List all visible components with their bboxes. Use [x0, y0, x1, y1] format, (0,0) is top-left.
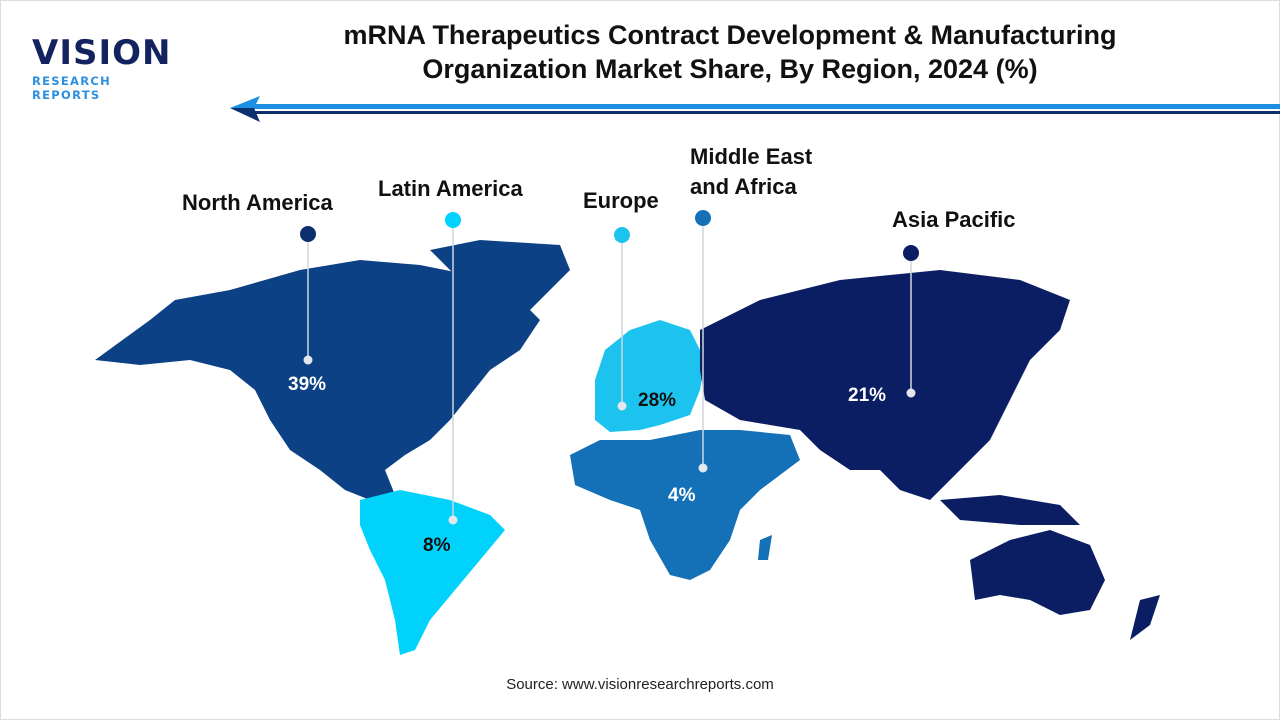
label-latin-america: Latin America: [378, 176, 523, 201]
label-north-america: North America: [182, 190, 333, 215]
arrow-left-icon: [230, 96, 1280, 122]
share-latin-america: 8%: [423, 535, 451, 556]
share-north-america: 39%: [288, 374, 327, 395]
label-europe: Europe: [583, 188, 659, 213]
region-north-america[interactable]: [95, 260, 540, 500]
share-europe: 28%: [638, 390, 677, 411]
region-southeast-asia: [940, 495, 1080, 525]
share-middle-east-africa: 4%: [668, 485, 696, 506]
region-latin-america[interactable]: [360, 490, 505, 655]
label-asia-pacific: Asia Pacific: [892, 207, 1016, 232]
marker-europe: [614, 227, 630, 243]
region-greenland: [430, 240, 570, 335]
marker-asia-pacific: [903, 245, 919, 261]
region-madagascar: [758, 535, 772, 560]
region-australia: [970, 530, 1105, 615]
source-note: Source: www.visionresearchreports.com: [506, 676, 774, 693]
logo: VISION RESEARCH REPORTS: [32, 36, 182, 102]
share-asia-pacific: 21%: [848, 385, 887, 406]
label-middle-east-africa: Middle East and Africa: [690, 144, 813, 199]
marker-middle-east-africa: [695, 210, 711, 226]
region-asia-pacific[interactable]: [700, 270, 1070, 500]
page-title: mRNA Therapeutics Contract Development &…: [343, 20, 1117, 84]
marker-latin-america: [445, 212, 461, 228]
marker-north-america: [300, 226, 316, 242]
logo-subtitle: RESEARCH REPORTS: [32, 74, 112, 102]
region-new-zealand: [1130, 595, 1160, 640]
region-middle-east-africa[interactable]: [570, 430, 800, 580]
logo-wordmark: VISION: [32, 33, 172, 73]
